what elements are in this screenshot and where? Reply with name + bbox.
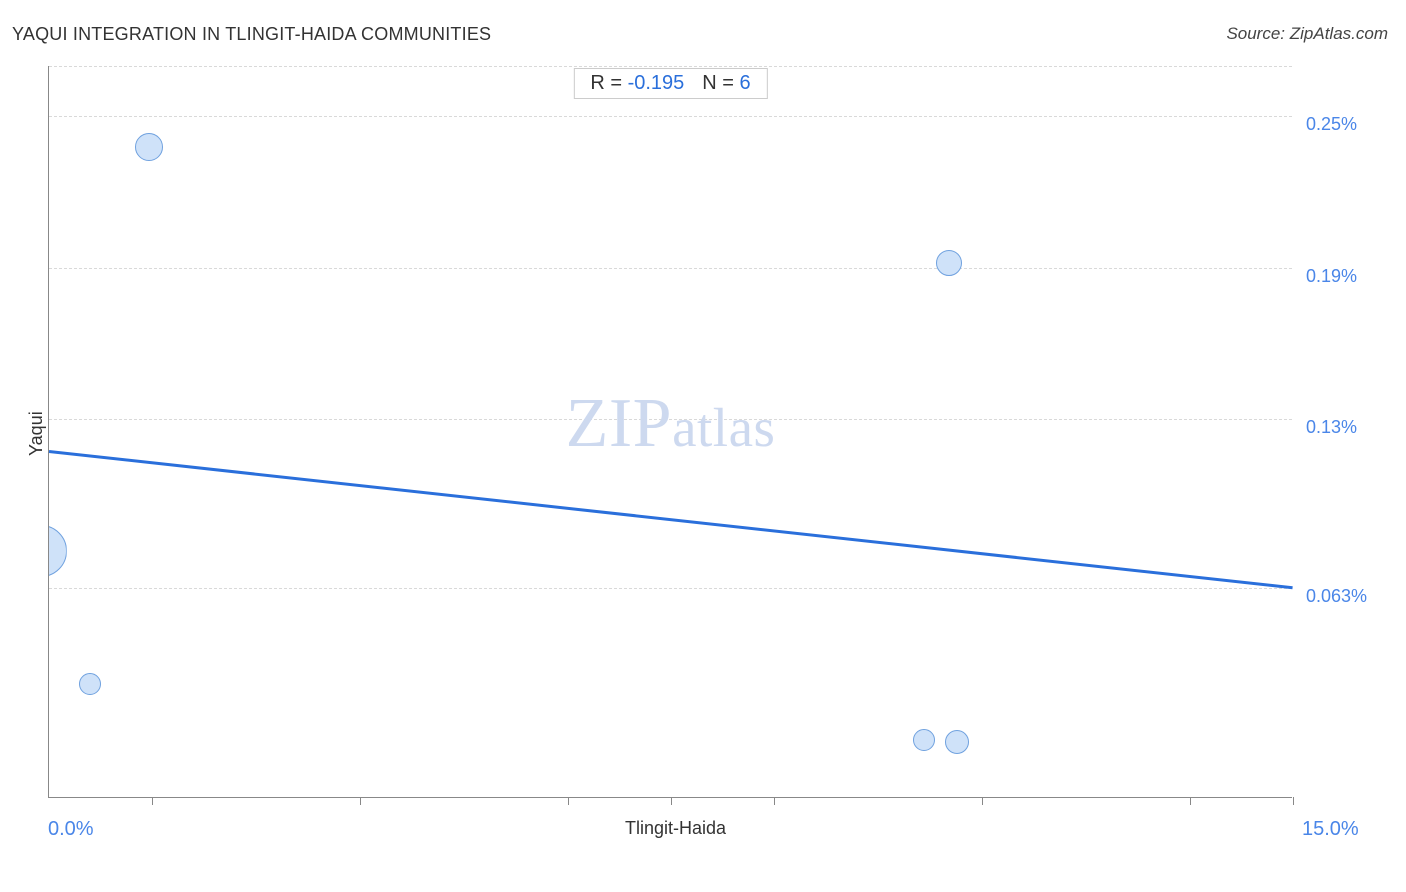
data-point (135, 133, 163, 161)
gridline (49, 419, 1292, 420)
stats-n: N = 6 (702, 72, 750, 95)
x-tick (568, 797, 569, 805)
data-point (936, 250, 962, 276)
x-min-label: 0.0% (48, 818, 94, 841)
x-tick (1190, 797, 1191, 805)
x-axis-label: Tlingit-Haida (625, 818, 726, 839)
x-tick (774, 797, 775, 805)
data-point (913, 729, 935, 751)
data-point (15, 525, 67, 577)
gridline (49, 116, 1292, 117)
x-max-label: 15.0% (1302, 818, 1352, 841)
stats-n-label: N = (702, 72, 734, 94)
watermark-light: atlas (672, 397, 775, 458)
stats-n-value: 6 (740, 72, 751, 94)
trend-line (49, 450, 1293, 589)
gridline (49, 268, 1292, 269)
chart-title: YAQUI INTEGRATION IN TLINGIT-HAIDA COMMU… (12, 24, 491, 45)
watermark-bold: ZIP (566, 385, 673, 462)
data-point (945, 730, 969, 754)
source-attribution: Source: ZipAtlas.com (1226, 24, 1388, 44)
x-tick (360, 797, 361, 805)
x-tick (671, 797, 672, 805)
watermark: ZIPatlas (566, 384, 776, 464)
x-tick (982, 797, 983, 805)
y-tick-label: 0.063% (1306, 586, 1367, 607)
stats-r-value: -0.195 (628, 72, 685, 94)
y-tick-label: 0.13% (1306, 417, 1357, 438)
x-tick (152, 797, 153, 805)
plot-area: ZIPatlas R = -0.195 N = 6 (48, 66, 1292, 798)
chart-container: YAQUI INTEGRATION IN TLINGIT-HAIDA COMMU… (0, 0, 1406, 892)
stats-r: R = -0.195 (590, 72, 684, 95)
y-tick-label: 0.19% (1306, 266, 1357, 287)
y-tick-label: 0.25% (1306, 114, 1357, 135)
y-axis-label: Yaqui (26, 411, 47, 456)
x-tick (1293, 797, 1294, 805)
data-point (79, 673, 101, 695)
stats-r-label: R = (590, 72, 622, 94)
gridline-top (49, 66, 1292, 67)
gridline (49, 588, 1292, 589)
stats-box: R = -0.195 N = 6 (573, 68, 767, 99)
